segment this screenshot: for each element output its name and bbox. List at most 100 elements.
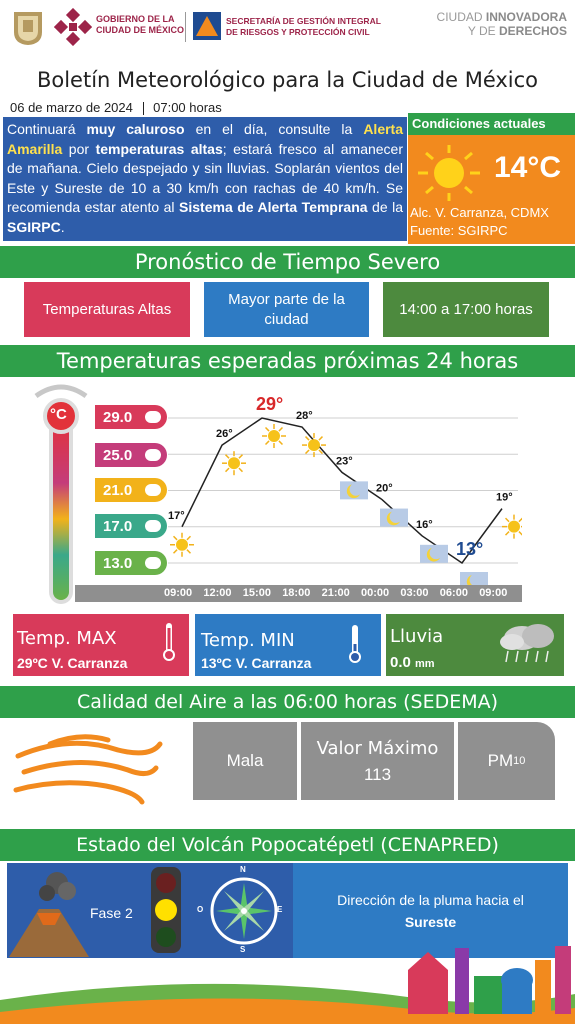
compass-e: E	[277, 905, 283, 914]
city-skyline-icon	[0, 946, 575, 1024]
civil-protection-icon	[193, 12, 221, 40]
time-label: 09:00	[164, 587, 193, 599]
current-temp: 14°C	[494, 151, 562, 184]
slogan-2b: DERECHOS	[498, 24, 567, 38]
time-label: 21:00	[321, 587, 350, 599]
compass-s: S	[240, 945, 246, 954]
volcano-phase: Fase 2	[90, 905, 133, 921]
point-label: 23°	[336, 455, 353, 467]
thermometer-low-icon	[349, 625, 361, 663]
pollutant-name: PM	[487, 751, 514, 771]
point-label: 20°	[376, 483, 393, 495]
moon-icon	[380, 508, 408, 527]
cdmx-logo-icon	[54, 8, 92, 46]
time-label: 00:00	[361, 587, 390, 599]
slogan: CIUDAD INNOVADORA Y DE DERECHOS	[437, 10, 567, 38]
air-max-value: 113	[363, 764, 392, 784]
scale-17: 17.0	[95, 514, 167, 538]
air-max-label: Valor Máximo	[316, 737, 439, 759]
moon-icon	[420, 544, 448, 563]
scale-29: 29.0	[95, 405, 167, 429]
air-quality-level: Mala	[193, 722, 297, 800]
moon-icon	[340, 481, 368, 500]
header: GOBIERNO DE LA CIUDAD DE MÉXICO SECRETAR…	[0, 0, 575, 52]
time-label: 06:00	[439, 587, 468, 599]
compass-icon	[210, 877, 278, 945]
sun-icon	[502, 514, 522, 539]
thermo-unit: °C	[50, 406, 67, 423]
plume-panel: Dirección de la pluma hacia el Sureste	[293, 863, 568, 958]
point-label: 29°	[256, 394, 283, 414]
summary-box: Continuará muy caluroso en el día, consu…	[3, 117, 407, 241]
point-label: 17°	[168, 510, 185, 522]
point-label: 16°	[416, 519, 433, 531]
tag-area: Mayor parte de la ciudad	[204, 282, 369, 337]
scale-13: 13.0	[95, 551, 167, 575]
page-title: Boletín Meteorológico para la Ciudad de …	[36, 68, 539, 92]
volcano-icon	[9, 872, 89, 957]
gov-line2: CIUDAD DE MÉXICO	[96, 25, 185, 35]
point-label: 19°	[496, 492, 513, 504]
current-title: Condiciones actuales	[408, 113, 575, 135]
time-label: 09:00	[479, 587, 508, 599]
point-label: 26°	[216, 428, 233, 440]
min-temp-box: Temp. MIN 13ºC V. Carranza	[195, 614, 381, 676]
secretaria-text: SECRETARÍA DE GESTIÓN INTEGRAL DE RIESGO…	[226, 16, 381, 38]
scale-25: 25.0	[95, 443, 167, 467]
sun-icon	[418, 145, 480, 201]
tag-high-temps: Temperaturas Altas	[24, 282, 190, 337]
max-temp-box: Temp. MAX 29ºC V. Carranza	[13, 614, 189, 676]
current-source: Fuente: SGIRPC	[410, 223, 508, 238]
gov-line1: GOBIERNO DE LA	[96, 14, 175, 24]
current-conditions: Condiciones actuales 14°C Alc. V. Carran…	[408, 113, 575, 244]
air-quality-header: Calidad del Aire a las 06:00 horas (SEDE…	[0, 686, 575, 718]
gov-logo-text: GOBIERNO DE LA CIUDAD DE MÉXICO	[96, 14, 184, 36]
rain-unit: mm	[415, 658, 435, 670]
pollutant-sub: 10	[513, 754, 526, 767]
volcano-panel: Fase 2 N S E O	[7, 863, 293, 958]
rain-value: 0.0	[390, 654, 411, 671]
wind-icon	[13, 734, 163, 805]
compass-o: O	[197, 905, 204, 914]
bulletin-time: 07:00 horas	[153, 100, 222, 115]
slogan-1b: INNOVADORA	[485, 10, 567, 24]
coat-of-arms-icon	[14, 12, 42, 45]
bulletin-date: 06 de marzo de 2024	[10, 100, 133, 115]
max-label: Temp. MAX	[17, 628, 117, 649]
min-label: Temp. MIN	[201, 630, 295, 651]
rain-cloud-icon	[500, 624, 554, 663]
point-label: 28°	[296, 410, 313, 422]
time-label: 18:00	[282, 587, 311, 599]
plume-text: Dirección de la pluma hacia el	[337, 892, 524, 908]
slogan-1a: CIUDAD	[436, 10, 486, 24]
air-pollutant: PM 10	[458, 722, 555, 800]
thermometer-high-icon	[163, 623, 175, 661]
current-location: Alc. V. Carranza, CDMX	[410, 205, 549, 220]
plume-direction: Sureste	[404, 914, 457, 930]
secretaria-line1: SECRETARÍA DE GESTIÓN INTEGRAL	[226, 16, 381, 26]
volcano-header: Estado del Volcán Popocatépetl (CENAPRED…	[0, 829, 575, 861]
traffic-light-icon	[151, 867, 181, 953]
sun-icon	[302, 433, 326, 458]
rain-label: Lluvia	[390, 626, 444, 647]
tag-hours: 14:00 a 17:00 horas	[383, 282, 549, 337]
time-label: 03:00	[400, 587, 429, 599]
temp-line	[181, 417, 503, 565]
time-label: 12:00	[203, 587, 232, 599]
air-max-box: Valor Máximo 113	[301, 722, 454, 800]
point-label: 13°	[456, 539, 483, 559]
time-label: 15:00	[242, 587, 271, 599]
time-axis	[75, 585, 522, 602]
secretaria-line2: DE RIESGOS Y PROTECCIÓN CIVIL	[226, 27, 370, 37]
rain-box: Lluvia 0.0 mm	[386, 614, 564, 676]
date-line: 06 de marzo de 2024 07:00 horas	[10, 100, 222, 116]
severe-weather-header: Pronóstico de Tiempo Severo	[0, 246, 575, 278]
sun-icon	[222, 451, 246, 476]
scale-21: 21.0	[95, 478, 167, 502]
max-value: 29ºC V. Carranza	[17, 655, 128, 671]
temps24-header: Temperaturas esperadas próximas 24 horas	[0, 345, 575, 377]
slogan-2a: Y DE	[467, 24, 499, 38]
thermometer-icon	[34, 384, 88, 604]
compass-n: N	[240, 865, 246, 874]
sun-icon	[170, 532, 194, 557]
